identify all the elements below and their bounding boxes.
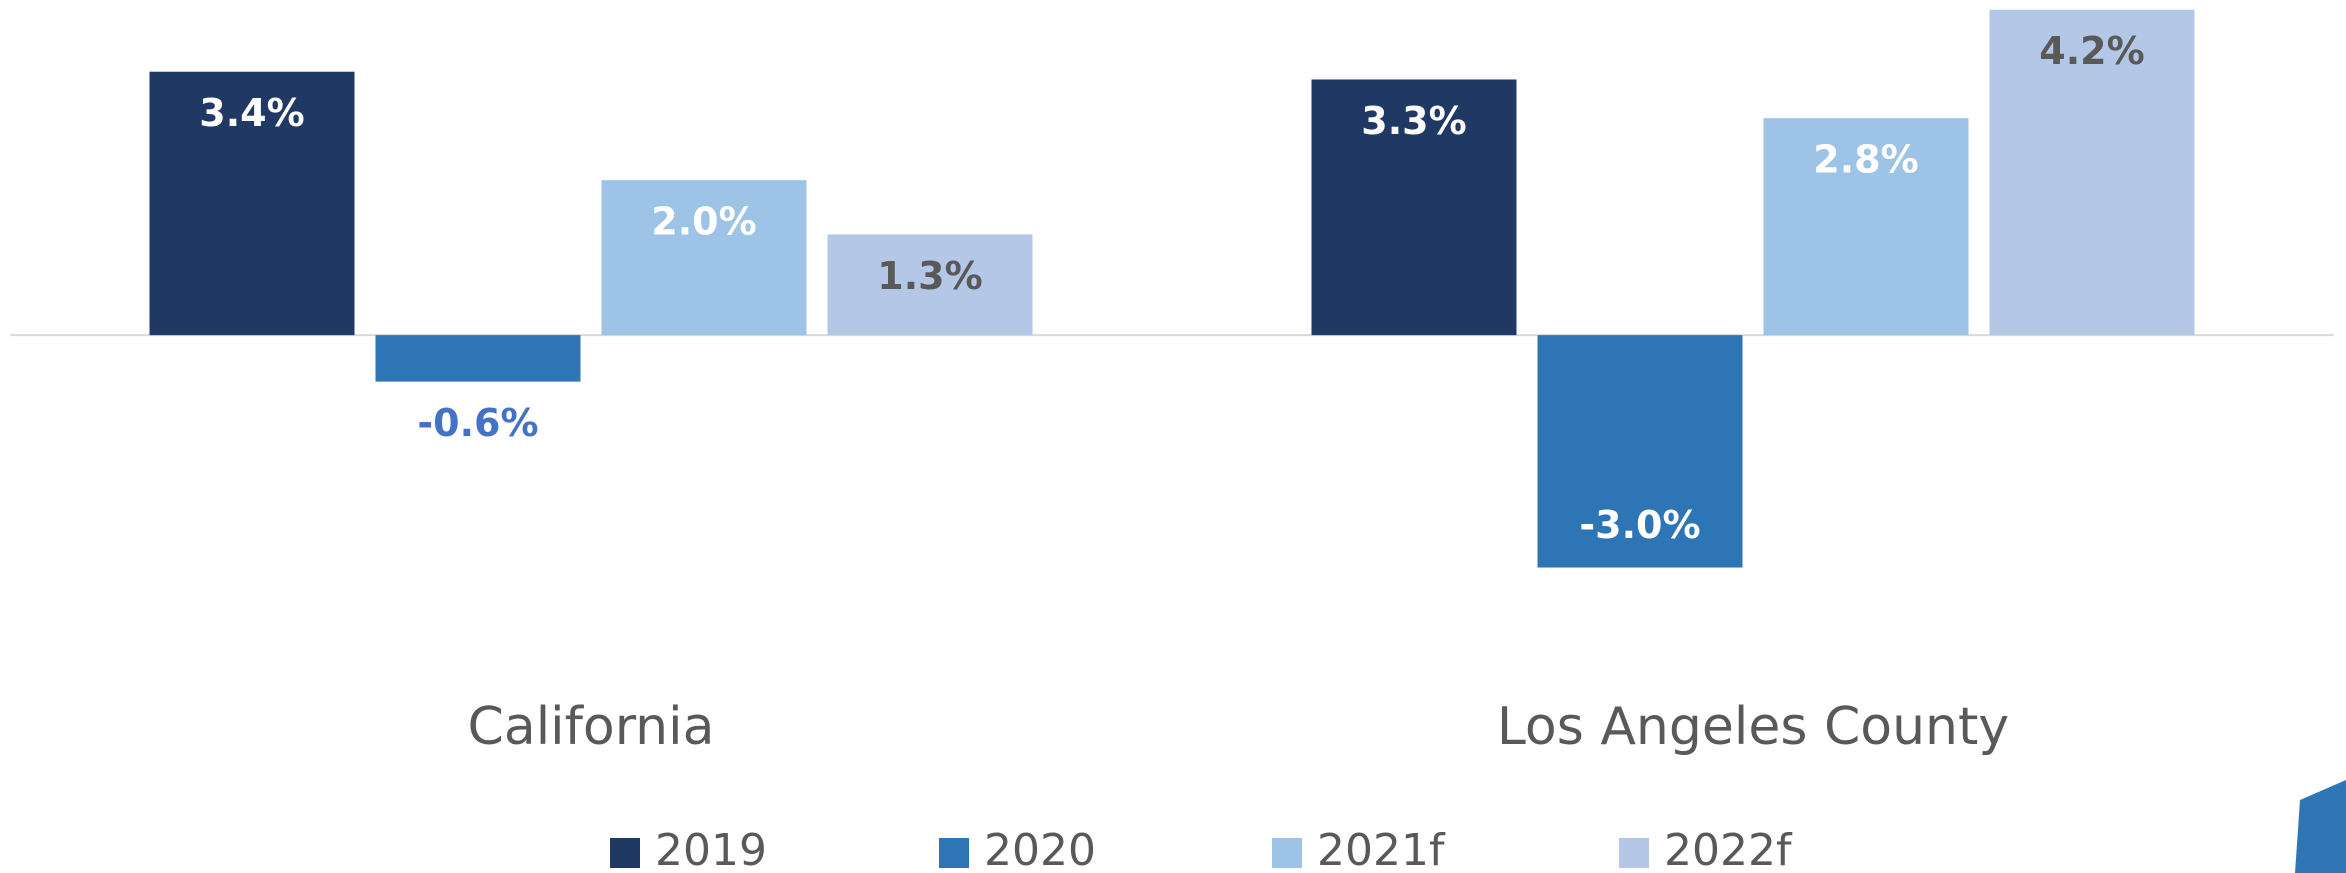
legend-label: 2022f — [1664, 825, 1793, 873]
legend-swatch — [939, 838, 969, 868]
bar — [1537, 335, 1743, 568]
category-label: Los Angeles County — [1497, 697, 2009, 757]
category-label: California — [468, 697, 715, 757]
data-label: -3.0% — [1579, 503, 1700, 547]
bar — [1763, 118, 1969, 336]
data-label: -0.6% — [417, 401, 538, 445]
legend-swatch — [1272, 838, 1302, 868]
bar — [827, 234, 1033, 336]
bar — [375, 335, 581, 382]
bar — [601, 180, 807, 336]
data-label: 1.3% — [877, 254, 982, 298]
legend-label: 2019 — [655, 825, 767, 873]
data-label: 3.4% — [199, 91, 304, 135]
logo — [2295, 780, 2346, 873]
bar — [149, 71, 355, 336]
legend-label: 2021f — [1317, 825, 1446, 873]
legend-label: 2020 — [984, 825, 1096, 873]
bar — [1311, 79, 1517, 336]
bar — [1989, 9, 2195, 336]
legend-swatch — [610, 838, 640, 868]
data-label: 4.2% — [2039, 29, 2144, 73]
legend-swatch — [1619, 838, 1649, 868]
data-label: 3.3% — [1361, 99, 1466, 143]
data-label: 2.8% — [1813, 138, 1918, 182]
data-label: 2.0% — [651, 200, 756, 244]
